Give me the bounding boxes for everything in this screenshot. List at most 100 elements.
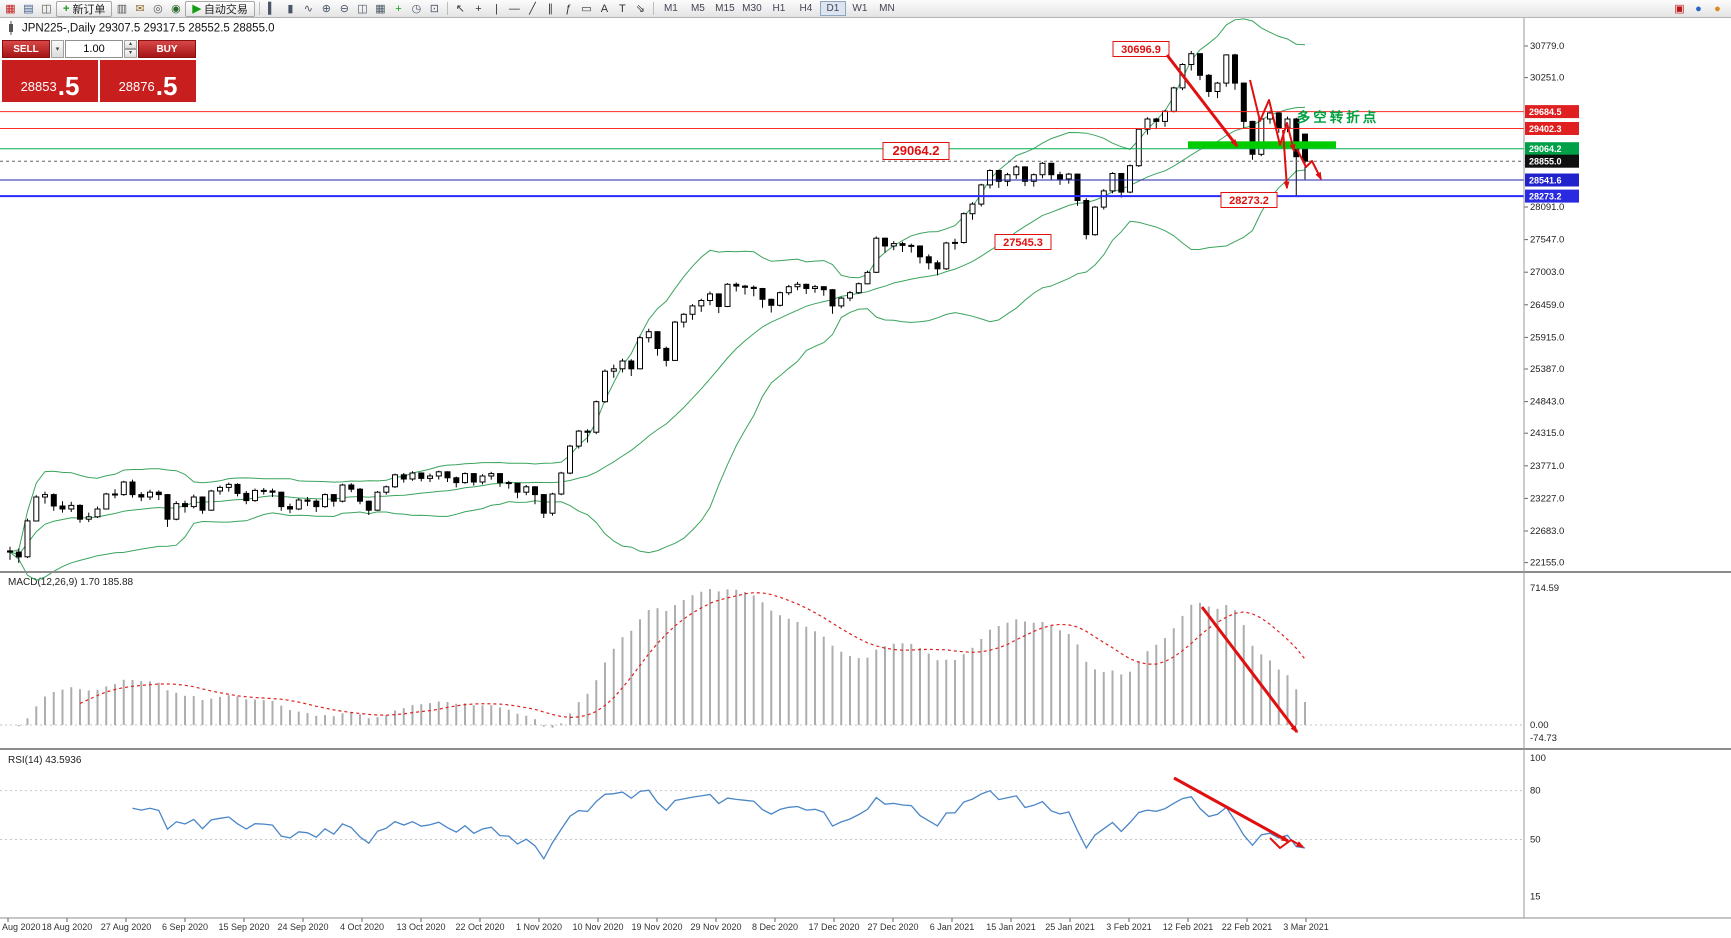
price-lines[interactable]: 29684.5 29402.3 29064.2 28855.0 28541.6 28273… [0, 105, 1579, 203]
periods-icon[interactable]: ◷ [411, 3, 422, 15]
horizontal-line-icon[interactable]: — [508, 2, 520, 15]
line-chart-icon[interactable]: ∿ [303, 3, 314, 15]
candle [112, 493, 118, 496]
candle [287, 506, 293, 510]
chart-area[interactable]: JPN225-,Daily 29307.5 29317.5 28552.5 28… [0, 18, 1731, 938]
toolbar-separator [446, 2, 448, 15]
timeframe-w1-button[interactable]: W1 [847, 1, 873, 16]
price-callout-box[interactable] [1112, 41, 1170, 57]
sell-button[interactable]: SELL [2, 40, 50, 58]
axis-price-tag [1525, 173, 1579, 187]
price-callout-text: 29064.2 [893, 143, 940, 158]
timeframe-m30-button[interactable]: M30 [739, 1, 765, 16]
chart-header: JPN225-,Daily 29307.5 29317.5 28552.5 28… [9, 21, 275, 35]
buy-price-display[interactable]: 28876.5 [100, 60, 196, 102]
candle [1153, 118, 1160, 122]
sell-price-display[interactable]: 28853.5 [2, 60, 98, 102]
zoom-out-icon[interactable]: ⊖ [339, 3, 350, 15]
timeframe-m5-button[interactable]: M5 [685, 1, 711, 16]
app-icon[interactable]: ▦ [5, 3, 16, 15]
x-axis-label: 27 Aug 2020 [101, 922, 152, 932]
timeframe-m1-button[interactable]: M1 [658, 1, 684, 16]
candle [1127, 165, 1133, 193]
alert-icon[interactable]: ▣ [1674, 3, 1685, 15]
profiles-icon[interactable]: ◫ [41, 3, 52, 15]
trend-arrow[interactable] [1282, 129, 1290, 190]
zoom-in-icon[interactable]: ⊕ [321, 3, 332, 15]
price-callout-box[interactable] [1220, 192, 1278, 208]
new-chart-icon[interactable]: ▤ [23, 3, 34, 15]
x-axis-label: 29 Nov 2020 [690, 922, 741, 932]
candle [1232, 54, 1238, 84]
add-indicator-icon[interactable]: + [395, 2, 402, 15]
trend-arrow[interactable] [1173, 776, 1290, 843]
annotations[interactable]: 30696.9 29064.2 28273.2 27545.3 多空转折点 [882, 41, 1380, 849]
pivot-zone-bar[interactable] [1188, 141, 1336, 149]
x-axis-label: 3 Mar 2021 [1283, 922, 1329, 932]
trend-arrow[interactable] [1296, 148, 1322, 181]
crosshair-icon[interactable]: + [475, 2, 482, 15]
candle [549, 493, 556, 514]
axis-price-tag [1525, 122, 1579, 135]
volume-dropdown-button[interactable]: ▾ [51, 40, 64, 58]
timeframe-mn-button[interactable]: MN [874, 1, 900, 16]
timeframe-d1-button[interactable]: D1 [819, 1, 846, 16]
timeframe-m15-button[interactable]: M15 [712, 1, 738, 16]
vertical-line-icon[interactable]: | [494, 2, 498, 15]
autotrading-button[interactable]: ▶ 自动交易 [185, 0, 255, 17]
candle [1162, 110, 1168, 122]
candle [50, 494, 57, 507]
toolbar: ▦ ▤ ◫ + 新订单 ▥ ✉ ◎ ◉ ▶ 自动交易 ▍ ▮ ∿ ⊕ ⊖ ◫ ▦ + ◷ ⊡ ↖ + | — ╱ ∥ ƒ ▭ A T ⇘ M1 M… [0, 0, 1731, 18]
trendline-icon[interactable]: ╱ [529, 3, 536, 15]
volume-down-button[interactable]: ▾ [124, 49, 137, 58]
candle [120, 481, 127, 496]
auto-arrange-icon[interactable]: ▦ [375, 3, 386, 15]
volume-up-button[interactable]: ▴ [124, 40, 137, 49]
sell-price-fraction: .5 [57, 71, 80, 101]
timeframe-h4-button[interactable]: H4 [793, 1, 819, 16]
y-axis-label: 25387.0 [1530, 364, 1564, 375]
mail-icon[interactable]: ✉ [135, 3, 145, 15]
axis-price-tag [1525, 154, 1579, 168]
arrows-icon[interactable]: ⇘ [635, 3, 646, 15]
price-callout-box[interactable] [994, 234, 1052, 250]
candle [427, 475, 433, 479]
market-watch-icon[interactable]: ▥ [116, 3, 128, 15]
volume-input[interactable] [65, 40, 123, 58]
candle [628, 360, 635, 370]
x-axis-label: 15 Sep 2020 [218, 922, 269, 932]
candle [1293, 118, 1300, 158]
timeframe-h1-button[interactable]: H1 [766, 1, 792, 16]
text-label-icon[interactable]: T [619, 2, 626, 15]
candle [1214, 82, 1221, 92]
candle [278, 491, 285, 508]
community-icon[interactable]: ● [1714, 2, 1721, 15]
terminal-icon[interactable]: ◎ [153, 3, 163, 15]
notifications-icon[interactable]: ● [1695, 2, 1702, 15]
trend-arrow[interactable] [1165, 54, 1239, 148]
templates-icon[interactable]: ⊡ [429, 3, 440, 15]
trend-arrow[interactable] [1249, 79, 1296, 153]
channel-icon[interactable]: ∥ [547, 3, 554, 15]
pivot-text-label[interactable]: 多空转折点 [1297, 109, 1380, 125]
strategy-tester-icon[interactable]: ◉ [171, 3, 181, 15]
buy-button[interactable]: BUY [138, 40, 196, 58]
axis-price-tag [1525, 189, 1579, 203]
y-axis-label: 24843.0 [1530, 397, 1564, 408]
new-order-button[interactable]: + 新订单 [56, 0, 113, 17]
shapes-icon[interactable]: ▭ [581, 3, 592, 15]
candlestick-chart-icon[interactable]: ▮ [287, 3, 294, 15]
bar-chart-icon[interactable]: ▍ [268, 3, 277, 15]
trend-arrow[interactable] [1200, 606, 1299, 734]
candle [864, 271, 871, 285]
fibonacci-icon[interactable]: ƒ [565, 2, 572, 15]
trend-arrow[interactable] [1269, 837, 1305, 849]
tile-windows-icon[interactable]: ◫ [357, 3, 368, 15]
candle [392, 474, 398, 488]
cursor-icon[interactable]: ↖ [455, 3, 466, 15]
price-callout-box[interactable] [882, 142, 950, 160]
candle [1092, 206, 1098, 236]
text-icon[interactable]: A [600, 2, 609, 15]
candle [470, 473, 477, 483]
